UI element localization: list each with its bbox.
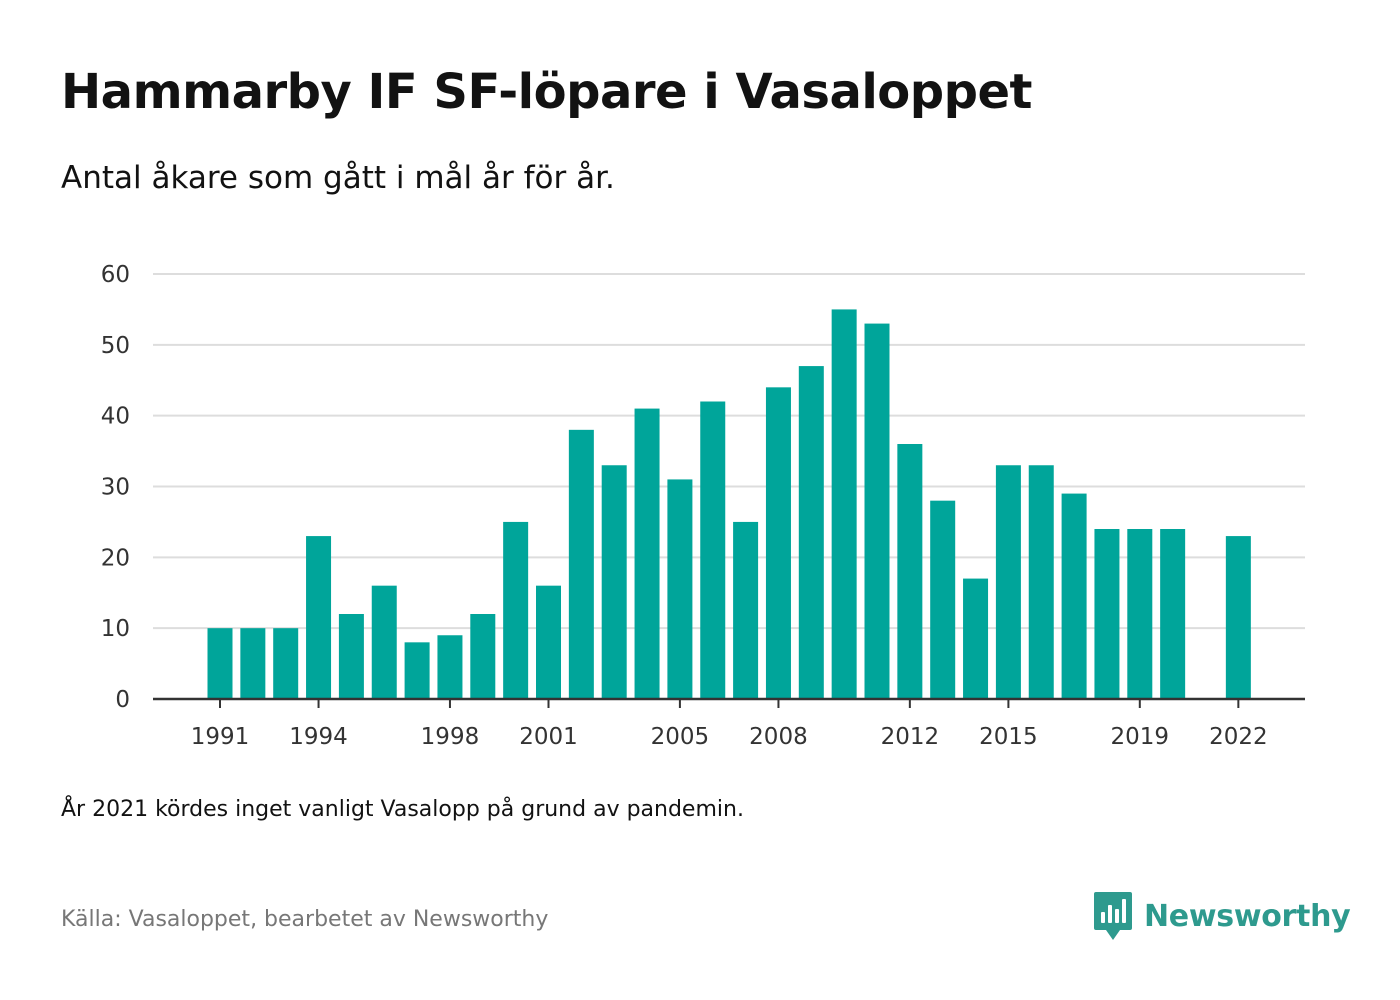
y-tick-label: 60	[101, 262, 130, 288]
bar-1995	[338, 614, 364, 699]
bar-2012	[897, 444, 923, 699]
x-tick-label: 2008	[749, 724, 808, 750]
bar-2015	[995, 465, 1021, 699]
bar-1991	[207, 628, 233, 699]
bar-2002	[568, 429, 594, 699]
y-tick-label: 10	[101, 616, 130, 642]
bar-1998	[437, 635, 463, 699]
bar-1992	[240, 628, 266, 699]
bar-2013	[930, 500, 956, 699]
bar-1993	[273, 628, 299, 699]
footnote: År 2021 kördes inget vanligt Vasalopp på…	[61, 797, 744, 822]
y-tick-label: 30	[101, 475, 130, 501]
x-tick-label: 2012	[881, 724, 940, 750]
bar-2019	[1127, 529, 1153, 699]
y-axis-tick-labels: 0 10 20 30 40 50 60	[101, 262, 130, 713]
chart-title: Hammarby IF SF-löpare i Vasaloppet	[61, 64, 1032, 120]
x-tick-label: 1998	[421, 724, 480, 750]
newsworthy-logo-icon	[1094, 892, 1132, 940]
bar-2022	[1225, 536, 1251, 699]
bar-2005	[667, 479, 693, 699]
chart-subtitle: Antal åkare som gått i mål år för år.	[61, 160, 615, 196]
bar-2017	[1061, 493, 1087, 699]
x-tick-label: 2019	[1111, 724, 1170, 750]
bar-2010	[831, 309, 857, 699]
bar-chart: 0 10 20 30 40 50 60 1991 1994 1998 2001 2005 2008 20…	[101, 262, 1305, 750]
bar-2020	[1160, 529, 1186, 699]
x-tick-label: 2005	[651, 724, 710, 750]
source-credit: Källa: Vasaloppet, bearbetet av Newswort…	[61, 907, 549, 932]
x-axis-tick-labels: 1991 1994 1998 2001 2005 2008 2012 2015 2019 2022	[191, 699, 1268, 750]
x-tick-label: 2022	[1209, 724, 1268, 750]
bars	[207, 309, 1251, 699]
bar-2007	[733, 521, 759, 699]
x-tick-label: 2001	[519, 724, 578, 750]
bar-2016	[1028, 465, 1054, 699]
bar-1994	[306, 536, 332, 699]
y-tick-label: 50	[101, 333, 130, 359]
bar-1999	[470, 614, 496, 699]
bar-2014	[963, 578, 989, 699]
bar-2018	[1094, 529, 1120, 699]
bar-2000	[503, 521, 529, 699]
bar-2006	[700, 401, 726, 699]
y-tick-label: 40	[101, 404, 130, 430]
y-tick-label: 0	[115, 687, 130, 713]
x-tick-label: 2015	[979, 724, 1038, 750]
bar-2004	[634, 408, 660, 699]
bar-2009	[798, 366, 824, 699]
bar-2001	[536, 585, 561, 699]
y-tick-label: 20	[101, 545, 130, 571]
x-tick-label: 1994	[289, 724, 348, 750]
bar-1996	[371, 585, 397, 699]
brand-name: Newsworthy	[1144, 898, 1351, 934]
newsworthy-brand[interactable]: Newsworthy	[1092, 890, 1351, 942]
bar-2008	[765, 387, 791, 699]
bar-2011	[864, 323, 890, 699]
bar-2003	[601, 465, 627, 699]
bar-1997	[404, 642, 430, 699]
x-tick-label: 1991	[191, 724, 250, 750]
